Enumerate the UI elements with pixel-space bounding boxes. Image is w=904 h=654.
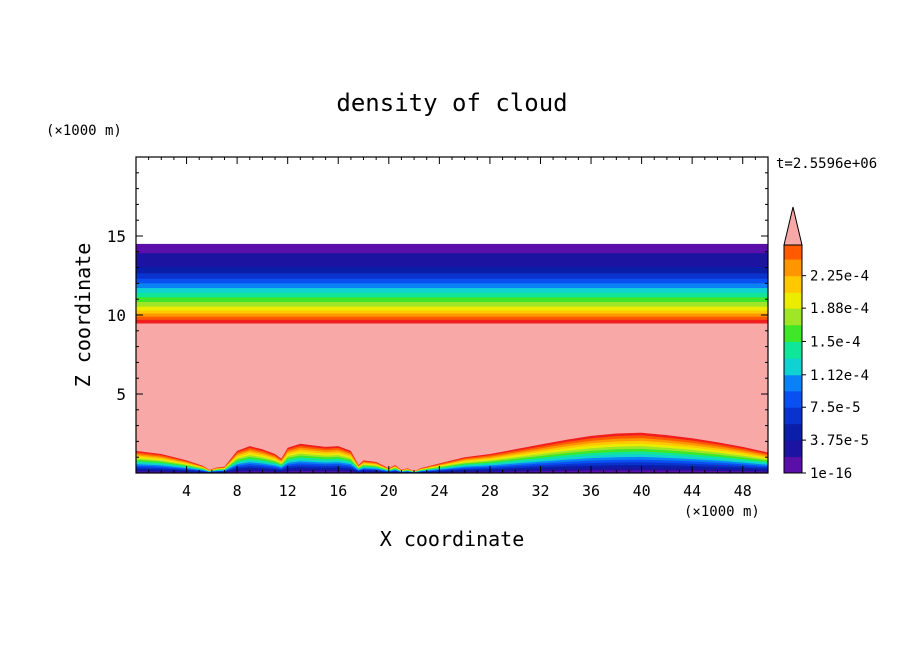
colorbar-swatch [784,407,802,425]
colorbar-swatch [784,423,802,441]
y-unit-label: (×1000 m) [46,123,122,139]
colorbar-swatch [784,259,802,277]
upper-layer-band [136,306,768,312]
x-tick-label: 44 [683,482,701,500]
lower-layer-contour [136,470,768,473]
upper-layer-band [136,278,768,284]
x-tick-label: 36 [582,482,600,500]
y-axis: 5 10 15 [107,156,768,474]
colorbar-tick-label: 2.25e-4 [810,269,869,285]
x-tick-label: 12 [279,482,297,500]
colorbar-swatch [784,456,802,474]
x-axis-title: X coordinate [380,527,525,551]
y-tick-label: 10 [107,306,126,325]
colorbar-tick-label: 1.88e-4 [810,301,869,317]
upper-layer-band [136,301,768,308]
colorbar-swatch [784,358,802,376]
upper-layer-band [136,313,768,318]
upper-layer-band [136,253,768,268]
x-tick-label: 16 [329,482,347,500]
y-tick-label: 15 [107,227,126,246]
chart-title: density of cloud [336,89,567,117]
x-tick-label: 40 [633,482,651,500]
x-tick-label: 32 [531,482,549,500]
upper-layer-band [136,292,768,298]
colorbar-swatch [784,374,802,392]
upper-layer-band [136,288,768,294]
colorbar-tick-label: 3.75e-5 [810,433,869,449]
upper-layer-band [136,243,768,254]
upper-layer-band [136,267,768,274]
upper-layer-band [136,297,768,303]
colorbar-swatch [784,440,802,458]
x-tick-label: 4 [182,482,191,500]
colorbar-tick-label: 7.5e-5 [810,400,861,416]
x-tick-label: 20 [380,482,398,500]
colorbar-swatch [784,341,802,359]
x-tick-label: 28 [481,482,499,500]
density-field [136,243,768,473]
colorbar-swatch [784,390,802,408]
x-tick-label: 8 [233,482,242,500]
colorbar-swatch [784,324,802,342]
x-unit-label: (×1000 m) [684,504,760,520]
y-axis-title: Z coordinate [71,243,95,388]
colorbar-swatch [784,308,802,326]
upper-layer-band [136,273,768,280]
colorbar-tick-label: 1.12e-4 [810,368,869,384]
colorbar-swatch [784,245,802,260]
colorbar-swatch [784,275,802,293]
colorbar-frame [783,244,803,474]
x-tick-label: 48 [734,482,752,500]
colorbar-tick-label: 1.5e-4 [810,334,861,350]
colorbar: 1e-16 3.75e-5 7.5e-5 1.12e-4 1.5e-4 1.88e-4 2.… [783,206,869,482]
time-label: t=2.5596e+06 [776,156,877,172]
x-tick-label: 24 [430,482,448,500]
colorbar-extend-triangle [783,206,803,246]
upper-layer-band [136,283,768,289]
colorbar-swatch [784,292,802,309]
upper-layer-band [136,319,768,324]
upper-layer-band [136,310,768,315]
colorbar-tick-label: 1e-16 [810,466,852,482]
y-tick-label: 5 [116,385,126,404]
upper-layer-band [136,316,768,321]
